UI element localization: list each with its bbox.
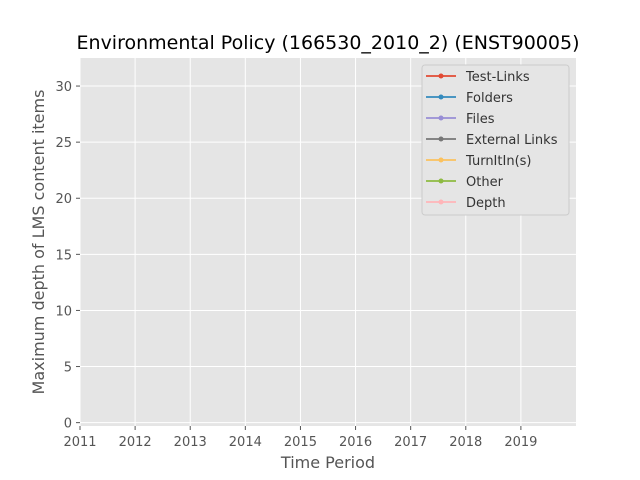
legend-label: Files	[466, 112, 495, 127]
x-tick-label: 2014	[229, 435, 262, 450]
chart-title: Environmental Policy (166530_2010_2) (EN…	[77, 32, 580, 54]
y-axis-label: Maximum depth of LMS content items	[29, 90, 48, 395]
x-tick-label: 2019	[504, 435, 537, 450]
x-tick-label: 2018	[449, 435, 482, 450]
y-tick-label: 15	[55, 248, 72, 263]
x-axis: 2011 2012 2013 2014 2015 2016 2017 2018 2019	[63, 426, 537, 450]
y-axis: 0 5 10 15 20 25 30	[55, 80, 80, 432]
legend-box	[421, 64, 570, 216]
legend-swatch-marker	[438, 115, 444, 121]
x-tick-label: 2017	[394, 435, 427, 450]
legend-label: TurnItIn(s)	[465, 154, 531, 169]
y-tick-label: 0	[64, 417, 72, 432]
x-tick-label: 2016	[339, 435, 372, 450]
x-tick-label: 2015	[284, 435, 317, 450]
legend: Test-Links Folders Files External Links Turn…	[421, 64, 570, 216]
legend-swatch-marker	[438, 178, 444, 184]
y-tick-label: 10	[55, 304, 72, 319]
legend-label: Folders	[466, 91, 513, 106]
y-tick-label: 5	[64, 361, 72, 376]
legend-swatch-marker	[438, 136, 444, 142]
x-axis-label: Time Period	[280, 453, 375, 472]
legend-label: Test-Links	[465, 70, 530, 85]
legend-swatch-marker	[438, 199, 444, 205]
y-tick-label: 20	[55, 192, 72, 207]
x-tick-label: 2013	[174, 435, 207, 450]
x-tick-label: 2012	[119, 435, 152, 450]
legend-swatch-marker	[438, 73, 444, 79]
legend-label: Depth	[466, 196, 506, 211]
legend-label: External Links	[466, 133, 558, 148]
y-tick-label: 30	[55, 80, 72, 95]
x-tick-label: 2011	[63, 435, 96, 450]
legend-label: Other	[466, 175, 504, 190]
legend-swatch-marker	[438, 157, 444, 163]
legend-swatch-marker	[438, 94, 444, 100]
y-tick-label: 25	[55, 136, 72, 151]
